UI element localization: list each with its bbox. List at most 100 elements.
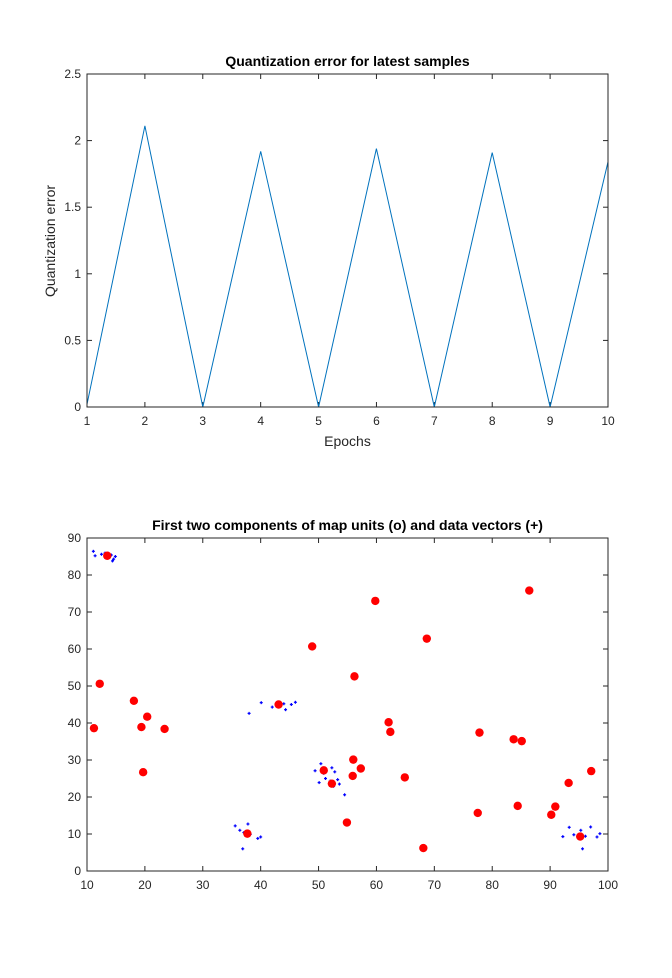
x-tick-label: 40: [254, 878, 268, 892]
x-tick-label: 2: [142, 414, 149, 428]
x-tick-label: 70: [428, 878, 442, 892]
data-vector-point: [330, 766, 334, 770]
map-unit-point: [307, 642, 317, 651]
chart-2-axes-box: [86, 537, 609, 872]
data-vector-point: [317, 781, 321, 785]
map-unit-point: [138, 768, 148, 777]
map-unit-point: [327, 779, 337, 788]
map-unit-point: [587, 766, 596, 776]
x-tick-label: 5: [315, 414, 322, 428]
y-tick-label: 0: [74, 400, 81, 414]
data-vector-point: [241, 847, 245, 851]
data-vector-point: [289, 703, 293, 706]
map-unit-point: [348, 771, 357, 781]
y-tick-label: 50: [68, 679, 82, 693]
x-tick-label: 90: [543, 878, 557, 892]
data-vector-point: [572, 833, 576, 837]
chart-1-ylabel: Quantization error: [42, 185, 58, 297]
data-vector-point: [583, 834, 587, 838]
data-vector-point: [567, 825, 571, 829]
map-unit-point: [371, 596, 380, 606]
chart-1-title: Quantization error for latest samples: [225, 53, 469, 69]
data-vector-point: [112, 557, 116, 561]
map-unit-point: [356, 764, 366, 773]
data-vector-point: [259, 835, 263, 839]
map-unit-point: [422, 634, 432, 643]
y-tick-label: 80: [68, 568, 82, 582]
map-unit-point: [564, 778, 573, 788]
x-tick-label: 100: [598, 878, 618, 892]
x-tick-label: 1: [84, 414, 91, 428]
data-vector-point: [247, 711, 251, 715]
map-unit-point: [143, 712, 152, 721]
x-tick-label: 10: [601, 414, 615, 428]
data-vector-point: [256, 836, 260, 840]
map-unit-point: [319, 766, 328, 775]
x-tick-label: 8: [489, 414, 496, 428]
data-vector-point: [113, 555, 117, 558]
y-tick-label: 70: [68, 605, 82, 619]
y-tick-label: 1: [74, 267, 81, 281]
x-tick-label: 7: [431, 414, 438, 428]
x-tick-label: 3: [199, 414, 206, 428]
x-tick-label: 4: [257, 414, 264, 428]
map-unit-point: [547, 810, 556, 819]
quantization-error-chart: Quantization error for latest samples Qu…: [42, 53, 615, 449]
map-unit-point: [473, 808, 482, 818]
map-unit-point: [95, 679, 104, 688]
map-unit-point: [89, 723, 99, 733]
data-vector-point: [93, 554, 97, 558]
x-tick-label: 20: [138, 878, 152, 892]
y-tick-label: 10: [68, 827, 82, 841]
data-vector-point: [337, 782, 341, 786]
map-unit-point: [350, 672, 359, 681]
map-unit-point: [342, 818, 352, 827]
map-unit-point: [129, 696, 139, 705]
data-vector-point: [336, 778, 340, 782]
data-vector-point: [270, 705, 274, 709]
data-vector-point: [589, 825, 593, 829]
map-unit-point: [525, 586, 534, 595]
data-vector-point: [282, 702, 286, 706]
data-vector-point: [333, 770, 337, 774]
map-units-scatter-chart: First two components of map units (o) an…: [68, 517, 619, 892]
map-unit-point: [419, 843, 428, 853]
data-vector-point: [598, 832, 602, 836]
x-tick-label: 9: [547, 414, 554, 428]
map-unit-point: [509, 735, 518, 744]
map-unit-point: [576, 832, 585, 841]
data-vector-point: [561, 835, 565, 839]
chart-2-title: First two components of map units (o) an…: [152, 517, 543, 533]
data-vector-point: [579, 828, 583, 832]
map-unit-point: [349, 755, 358, 764]
data-vector-point: [343, 793, 347, 797]
x-tick-label: 30: [196, 878, 210, 892]
map-unit-point: [386, 727, 395, 737]
map-unit-point: [475, 728, 484, 737]
y-tick-label: 30: [68, 753, 82, 767]
data-vector-point: [581, 847, 585, 851]
x-tick-label: 60: [370, 878, 384, 892]
y-tick-label: 90: [68, 531, 82, 545]
data-vector-point: [246, 822, 250, 826]
map-unit-point: [400, 773, 410, 782]
y-tick-label: 40: [68, 716, 82, 730]
y-tick-label: 60: [68, 642, 82, 656]
y-tick-label: 2.5: [64, 67, 81, 81]
data-vector-point: [293, 700, 297, 704]
data-vector-point: [284, 708, 288, 712]
data-vector-point: [595, 835, 599, 839]
x-tick-label: 6: [373, 414, 380, 428]
map-unit-point: [103, 551, 112, 560]
map-unit-point: [384, 718, 393, 727]
chart-1-xlabel: Epochs: [324, 433, 371, 449]
data-vector-point: [99, 552, 103, 556]
x-tick-label: 50: [312, 878, 326, 892]
data-vector-point: [238, 828, 242, 832]
map-unit-point: [513, 801, 522, 811]
map-unit-point: [517, 736, 526, 746]
series-line: [86, 125, 609, 408]
y-tick-label: 20: [68, 790, 82, 804]
map-unit-point: [243, 829, 252, 838]
map-unit-point: [137, 722, 146, 732]
